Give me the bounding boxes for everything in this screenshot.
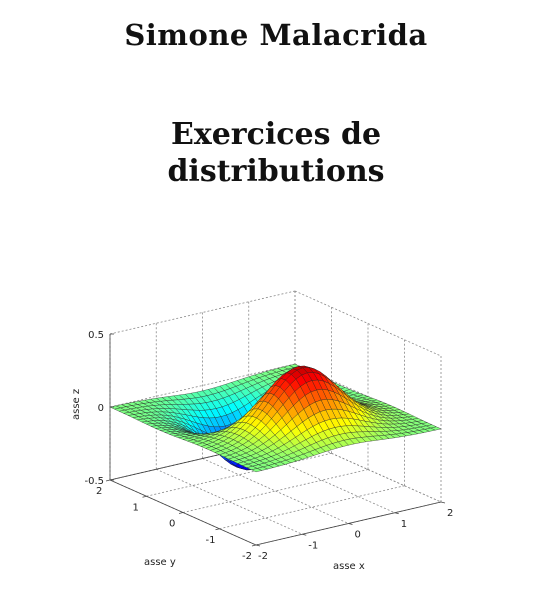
y-tick <box>215 528 220 531</box>
y-tick-label: 2 <box>96 486 102 497</box>
x-tick <box>394 512 399 515</box>
x-axis-label: asse x <box>333 561 365 572</box>
y-tick <box>105 479 111 482</box>
surface-mesh <box>109 363 442 473</box>
z-tick-label: 0 <box>98 403 104 414</box>
y-tick <box>142 495 147 498</box>
floor-grid-line <box>202 458 349 524</box>
x-tick-label: 1 <box>401 519 407 530</box>
axes-box-front <box>105 333 446 547</box>
x-tick-label: -2 <box>258 551 268 562</box>
x-tick-label: -1 <box>308 540 318 551</box>
x-tick-label: 0 <box>355 530 361 541</box>
x-tick <box>440 501 446 504</box>
y-tick <box>251 544 257 547</box>
surface-patch <box>250 468 263 473</box>
title-line-2: distributions <box>167 154 385 189</box>
author-name: Simone Malacrida <box>124 18 428 52</box>
z-tick-label: 0.5 <box>88 330 104 341</box>
wall-grid-line <box>294 436 442 503</box>
x-tick-label: 2 <box>447 508 453 519</box>
x-tick <box>302 533 307 536</box>
y-tick-label: -1 <box>206 535 216 546</box>
y-tick-label: 0 <box>169 519 175 530</box>
title-line-1: Exercices de <box>170 117 382 152</box>
y-tick-label: -2 <box>242 551 252 562</box>
x-tick <box>255 544 261 547</box>
floor-grid-line <box>182 469 369 513</box>
z-axis-label: asse z <box>71 389 82 420</box>
y-axis-label: asse y <box>144 557 176 568</box>
book-title: Exercices de distributions <box>0 116 552 190</box>
floor-grid-line <box>156 468 303 535</box>
y-tick <box>178 512 184 514</box>
z-tick-label: -0.5 <box>84 476 104 487</box>
floor-grid-line <box>248 447 395 514</box>
floor-grid-line <box>219 485 405 530</box>
y-tick-label: 1 <box>133 502 139 513</box>
x-tick <box>348 523 353 525</box>
wall-grid-line <box>294 290 442 357</box>
